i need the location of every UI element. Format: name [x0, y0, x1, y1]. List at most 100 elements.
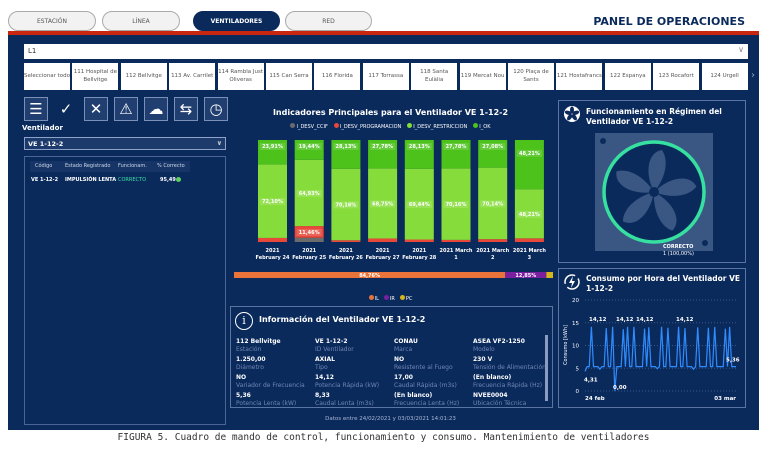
- info-field: NO Variador de Frecuencia: [236, 374, 305, 389]
- legend-item[interactable]: I_OK: [473, 123, 491, 130]
- clock-icon-glyph: ◷: [209, 100, 223, 118]
- signpost-icon[interactable]: ⇆: [174, 97, 198, 121]
- ventilador-label: Ventilador: [22, 124, 63, 132]
- station-button[interactable]: Seleccionar todo: [24, 63, 70, 90]
- energy-refresh-icon: [564, 274, 580, 290]
- cloud-off-icon[interactable]: ☁: [144, 97, 168, 121]
- bar-segment: [404, 140, 434, 169]
- station-button[interactable]: 122 Espanya: [604, 63, 651, 90]
- bar-group[interactable]: 70,14% 27,08%: [478, 140, 508, 242]
- hbar-segment[interactable]: [546, 272, 553, 278]
- label-bg: [443, 143, 469, 150]
- info-field: 17,00 Caudal Rápida (m3s): [394, 374, 457, 389]
- info-field: (En blanco) Frecuencia Lenta (Hz): [394, 392, 459, 407]
- station-button[interactable]: 124 Urgell: [701, 63, 748, 90]
- data-label: 14,12: [589, 317, 607, 323]
- info-field: 230 V Tensión de Alimentación: [473, 356, 546, 371]
- station-button[interactable]: 113 Av. Carrilet: [169, 63, 216, 90]
- data-label: 70,16%: [335, 202, 356, 208]
- x-icon[interactable]: ✕: [84, 97, 108, 121]
- bar-group[interactable]: 70,16% 27,78%: [441, 140, 471, 242]
- cell-funcionam: CORRECTO: [118, 177, 147, 183]
- legend-dot: [399, 295, 405, 300]
- bar-segment: [294, 159, 324, 227]
- hbar-segment[interactable]: [505, 272, 547, 278]
- info-field: 8,33 Caudal Lenta (m3s): [315, 392, 374, 407]
- legend-item[interactable]: I_DESV_RESTRICCION: [407, 123, 467, 130]
- legend-item[interactable]: I_DESV_CCIF: [290, 123, 328, 130]
- label-bg: [406, 201, 432, 209]
- legend-item[interactable]: IL: [368, 295, 379, 302]
- station-button[interactable]: 116 Florida: [314, 63, 361, 90]
- info-value: 8,33: [315, 392, 330, 399]
- station-button[interactable]: 118 Santa Eulàlia: [411, 63, 458, 90]
- y-tick-label: 10: [572, 344, 579, 350]
- legend-item[interactable]: PC: [399, 295, 412, 302]
- warning-icon[interactable]: ⚠: [114, 97, 138, 121]
- data-label: 48,21%: [519, 151, 540, 157]
- scrollbar[interactable]: [545, 335, 548, 401]
- legend-dot: [290, 123, 296, 128]
- x-tick-label: February 26: [329, 255, 364, 261]
- bar-group[interactable]: 70,16% 28,13%: [331, 140, 361, 242]
- info-icon: i: [235, 312, 253, 330]
- info-label: Diámetro: [236, 363, 264, 371]
- info-value: VE 1-12-2: [315, 338, 348, 345]
- tab-2[interactable]: VENTILADORES: [193, 11, 280, 31]
- bar-segment: [368, 238, 398, 242]
- bar-segment: [441, 239, 471, 242]
- fan-graphic: [595, 133, 713, 251]
- info-label: Tipo: [315, 363, 328, 371]
- tab-1[interactable]: LÍNEA: [102, 11, 180, 31]
- station-button[interactable]: 121 Hostafrancs: [556, 63, 603, 90]
- hbar-segment[interactable]: [234, 272, 506, 278]
- line-select[interactable]: L1 ∨: [24, 44, 748, 59]
- info-field: 112 Bellvitge Estación: [236, 338, 281, 353]
- label-bg: [333, 143, 359, 150]
- bar-segment: [258, 237, 287, 242]
- tab-3[interactable]: RED: [285, 11, 372, 31]
- station-button[interactable]: 112 Bellvitge: [120, 63, 167, 90]
- bar-group[interactable]: 69,44% 28,13%: [404, 140, 434, 242]
- station-button[interactable]: 119 Mercat Nou: [459, 63, 506, 90]
- info-field: VE 1-12-2 ID Ventilador: [315, 338, 354, 353]
- cell-estado: IMPULSIÓN LENTA: [65, 177, 117, 183]
- ventilador-select[interactable]: VE 1-12-2 ∨: [24, 137, 226, 150]
- bar-segment: [441, 168, 471, 240]
- x-icon-glyph: ✕: [89, 100, 103, 118]
- consumo-panel: Consumo por Hora del Ventilador VE 1-12-…: [558, 268, 746, 408]
- info-label: ID Ventilador: [315, 345, 354, 353]
- station-button[interactable]: 123 Rocafort: [653, 63, 700, 90]
- cell-correcto: 95,49: [160, 177, 176, 183]
- figure-caption: FIGURA 5. Cuadro de mando de control, fu…: [117, 432, 650, 443]
- bar-group[interactable]: 72,10% 23,91%: [258, 140, 287, 242]
- bar-group[interactable]: 11,46% 64,93% 19,44%: [294, 140, 324, 242]
- bar-segment: [294, 237, 324, 242]
- bar-group[interactable]: 68,75% 27,78%: [368, 140, 398, 242]
- warning-icon-glyph: ⚠: [119, 100, 133, 118]
- legend-item[interactable]: I_DESV_PROGRAMACION: [333, 123, 401, 130]
- check-icon-glyph: ✓: [59, 100, 73, 118]
- legend-label: I_DESV_CCIF: [296, 124, 328, 130]
- legend-item[interactable]: IR: [383, 295, 395, 302]
- check-icon[interactable]: ✓: [54, 97, 78, 121]
- tab-0[interactable]: ESTACIÓN: [8, 11, 96, 31]
- station-button[interactable]: 115 Can Serra: [266, 63, 312, 90]
- col-header-funcionam: Funcionam.: [118, 163, 147, 169]
- info-field: CONAU Marca: [394, 338, 418, 353]
- station-button[interactable]: 120 Plaça de Sants: [508, 63, 554, 90]
- bar-segment: [478, 239, 508, 242]
- info-value: NVEE0004: [473, 392, 508, 399]
- clock-icon[interactable]: ◷: [204, 97, 228, 121]
- info-label: Modelo: [473, 345, 495, 353]
- list-icon[interactable]: ☰: [24, 97, 48, 121]
- legend-dot: [383, 295, 389, 300]
- station-button[interactable]: 111 Hospital de Bellvitge: [72, 63, 119, 90]
- station-button[interactable]: 117 Torrassa: [362, 63, 409, 90]
- info-value: 230 V: [473, 356, 493, 363]
- station-button[interactable]: 114 Rambla Just Oliveras: [217, 63, 264, 90]
- x-tick-label: February 27: [366, 255, 401, 261]
- chevron-right-icon[interactable]: ›: [751, 70, 755, 81]
- bar-group[interactable]: 48,21% 48,21%: [514, 140, 544, 242]
- consumo-title: Consumo por Hora del Ventilador VE 1-12-…: [586, 274, 741, 293]
